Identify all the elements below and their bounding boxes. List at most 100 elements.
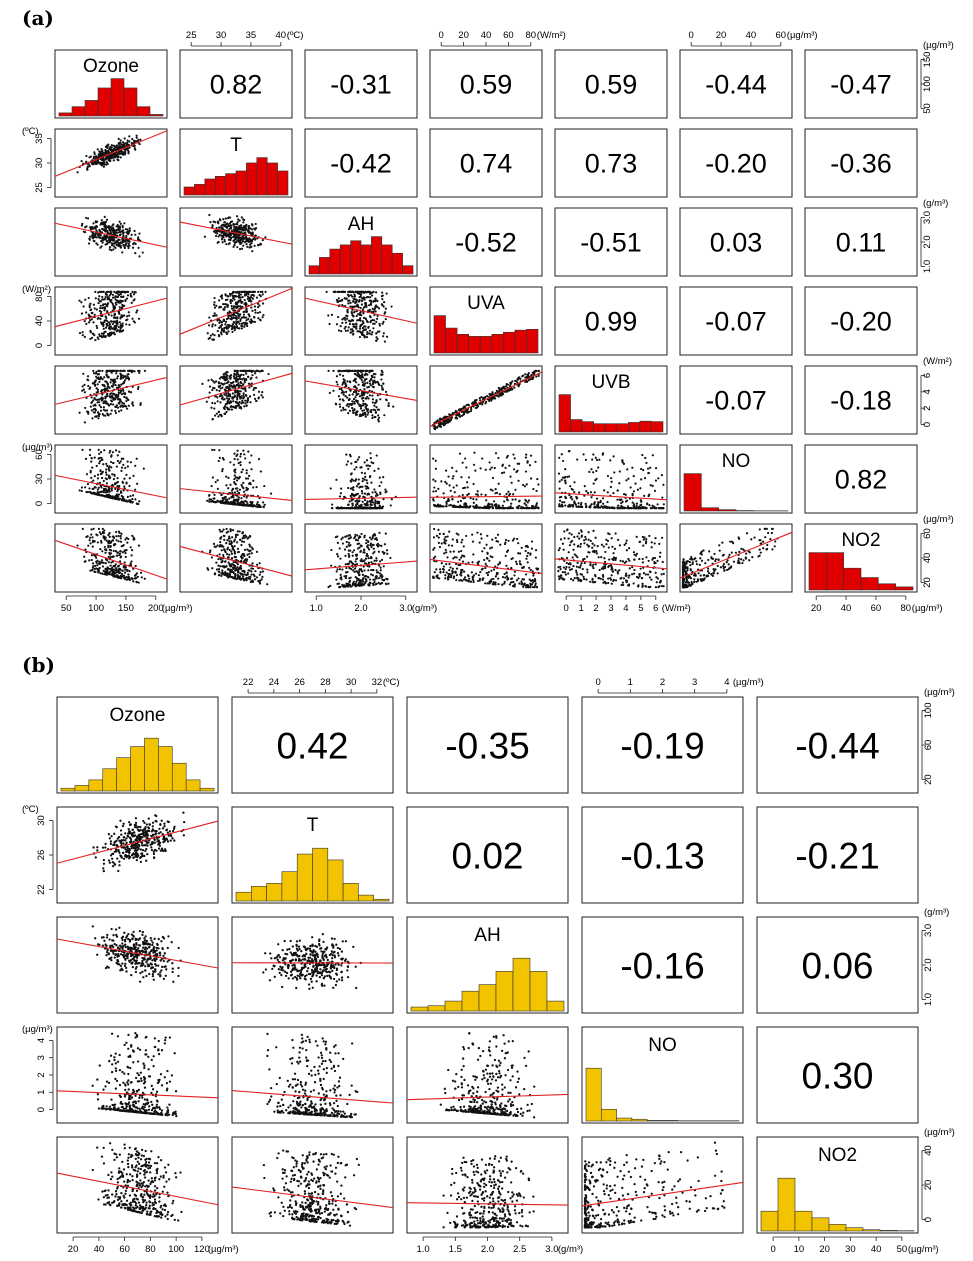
scatter-point	[584, 502, 587, 505]
scatter-point	[530, 374, 533, 377]
histogram-bar	[214, 176, 226, 196]
scatter-point	[131, 369, 134, 372]
scatter-point	[230, 226, 233, 229]
scatter-point	[130, 233, 133, 236]
scatter-point	[96, 401, 99, 404]
scatter-point	[250, 306, 253, 309]
scatter-point	[378, 476, 381, 479]
scatter-point	[103, 163, 106, 166]
scatter-point	[220, 493, 223, 497]
scatter-point	[119, 141, 122, 144]
scatter-point	[376, 314, 379, 317]
scatter-point	[498, 493, 501, 496]
scatter-point	[132, 243, 135, 246]
scatter-point	[442, 424, 446, 427]
scatter-point	[512, 493, 515, 496]
scatter-point	[577, 502, 580, 505]
scatter-point	[227, 387, 230, 390]
scatter-point	[642, 469, 645, 472]
scatter-point	[506, 499, 509, 502]
scatter-point	[253, 244, 256, 247]
scatter-point	[357, 383, 360, 386]
scatter-point	[232, 316, 235, 319]
scatter-point	[239, 463, 242, 467]
scatter-point	[360, 303, 364, 306]
scatter-point	[236, 227, 239, 231]
scatter-point	[338, 403, 341, 406]
scatter-point	[118, 450, 121, 453]
scatter-point	[236, 398, 239, 401]
scatter-point	[363, 461, 366, 464]
scatter-point	[358, 335, 362, 339]
scatter-point	[214, 414, 217, 417]
scatter-point	[261, 316, 264, 319]
scatter-point	[257, 244, 260, 247]
scatter-point	[230, 384, 233, 387]
scatter-point	[128, 499, 131, 502]
scatter-point	[134, 140, 137, 143]
scatter-point	[512, 453, 515, 456]
scatter-point	[110, 455, 113, 458]
scatter-point	[385, 292, 388, 295]
scatter-point	[368, 329, 372, 332]
scatter-point	[226, 401, 229, 404]
scatter-point	[242, 449, 245, 452]
scatter-point	[117, 325, 120, 328]
scatter-point	[351, 502, 354, 505]
scatter-point	[233, 312, 236, 315]
scatter-point	[535, 503, 538, 506]
scatter-point	[238, 295, 241, 298]
scatter-point	[237, 377, 240, 381]
scatter-point	[252, 479, 255, 482]
scatter-point	[89, 302, 92, 305]
scatter-point	[381, 298, 384, 301]
scatter-point	[245, 290, 249, 293]
scatter-point	[108, 369, 112, 372]
scatter-point	[250, 468, 253, 471]
scatter-point	[137, 236, 140, 239]
scatter-point	[113, 397, 116, 400]
scatter-point	[211, 323, 214, 326]
scatter-point	[463, 505, 466, 508]
scatter-point	[345, 369, 348, 372]
scatter-point	[111, 473, 114, 476]
scatter-point	[375, 320, 378, 323]
scatter-point	[240, 497, 243, 500]
scatter-point	[350, 478, 354, 481]
scatter-point	[358, 456, 361, 459]
scatter-point	[359, 306, 362, 310]
scatter-point	[374, 499, 377, 502]
scatter-point	[452, 504, 455, 507]
scatter-point	[348, 397, 351, 401]
scatter-point	[242, 490, 246, 493]
scatter-point	[116, 240, 119, 243]
scatter-point	[236, 500, 239, 503]
scatter-point	[128, 135, 131, 138]
scatter-point	[101, 307, 104, 310]
scatter-point	[345, 404, 348, 407]
scatter-point	[459, 504, 462, 507]
scatter-point	[244, 237, 247, 240]
histogram-bar	[570, 419, 583, 433]
scatter-point	[103, 319, 106, 322]
scatter-point	[593, 491, 596, 494]
scatter-point	[354, 390, 357, 394]
cell-frame	[429, 207, 543, 277]
scatter-point	[106, 145, 109, 148]
scatter-point	[231, 487, 234, 491]
scatter-point	[122, 369, 125, 372]
scatter-point	[93, 162, 97, 165]
scatter-point	[498, 505, 501, 508]
scatter-point	[85, 490, 88, 494]
scatter-point	[365, 487, 368, 490]
scatter-point	[94, 220, 97, 223]
scatter-point	[129, 501, 132, 504]
scatter-point	[208, 500, 211, 503]
scatter-point	[110, 146, 113, 150]
scatter-point	[227, 476, 230, 479]
scatter-point	[95, 236, 98, 239]
scatter-point	[104, 495, 107, 498]
scatter-point	[344, 318, 347, 321]
scatter-point	[115, 144, 118, 148]
scatter-point	[232, 245, 235, 248]
